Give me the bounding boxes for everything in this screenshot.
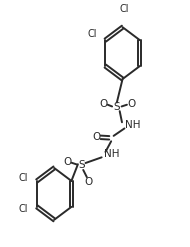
Text: S: S — [114, 103, 120, 112]
Text: NH: NH — [104, 149, 119, 159]
Text: Cl: Cl — [120, 4, 129, 14]
Text: O: O — [93, 132, 101, 142]
Text: Cl: Cl — [18, 173, 28, 184]
Text: O: O — [127, 99, 135, 109]
Text: O: O — [84, 177, 93, 186]
Text: Cl: Cl — [18, 204, 28, 214]
Text: Cl: Cl — [87, 29, 97, 39]
Text: S: S — [78, 161, 85, 170]
Text: O: O — [63, 157, 72, 167]
Text: NH: NH — [125, 120, 141, 130]
Text: O: O — [99, 99, 108, 109]
